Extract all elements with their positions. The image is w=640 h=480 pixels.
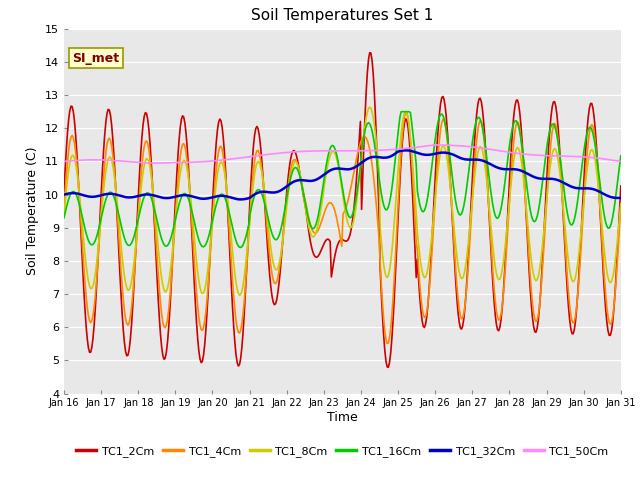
TC1_50Cm xyxy=(472,144,479,150)
TC1_16Cm xyxy=(397,109,405,115)
TC1_16Cm xyxy=(237,245,244,251)
TC1_2Cm xyxy=(60,189,68,194)
Line: TC1_8Cm: TC1_8Cm xyxy=(64,107,621,295)
TC1_50Cm xyxy=(432,142,440,148)
TC1_8Cm xyxy=(234,287,241,292)
TC1_50Cm xyxy=(568,154,576,159)
TC1_32Cm xyxy=(472,156,479,162)
Title: Soil Temperatures Set 1: Soil Temperatures Set 1 xyxy=(252,9,433,24)
TC1_32Cm xyxy=(237,196,244,202)
TC1_32Cm xyxy=(296,177,304,183)
TC1_50Cm xyxy=(399,146,407,152)
TC1_50Cm xyxy=(617,158,625,164)
TC1_2Cm xyxy=(385,364,392,370)
TC1_32Cm xyxy=(373,154,381,160)
TC1_32Cm xyxy=(568,184,576,190)
TC1_8Cm xyxy=(472,165,479,171)
TC1_16Cm xyxy=(617,153,625,159)
TC1_4Cm xyxy=(295,166,303,172)
TC1_4Cm xyxy=(568,318,576,324)
Line: TC1_50Cm: TC1_50Cm xyxy=(64,145,621,163)
TC1_32Cm xyxy=(234,196,241,202)
TC1_32Cm xyxy=(399,148,407,154)
TC1_50Cm xyxy=(60,158,68,164)
TC1_4Cm xyxy=(383,341,391,347)
Y-axis label: Soil Temperature (C): Soil Temperature (C) xyxy=(26,147,40,276)
Line: TC1_4Cm: TC1_4Cm xyxy=(64,112,621,344)
TC1_32Cm xyxy=(60,192,68,197)
TC1_2Cm xyxy=(472,125,479,131)
TC1_2Cm xyxy=(401,120,408,125)
TC1_16Cm xyxy=(60,215,68,221)
TC1_4Cm xyxy=(472,150,479,156)
TC1_16Cm xyxy=(472,121,479,127)
Legend: TC1_2Cm, TC1_4Cm, TC1_8Cm, TC1_16Cm, TC1_32Cm, TC1_50Cm: TC1_2Cm, TC1_4Cm, TC1_8Cm, TC1_16Cm, TC1… xyxy=(72,441,613,461)
TC1_50Cm xyxy=(373,147,381,153)
TC1_16Cm xyxy=(373,157,381,163)
TC1_4Cm xyxy=(60,206,68,212)
TC1_4Cm xyxy=(234,325,241,331)
TC1_8Cm xyxy=(236,292,243,298)
TC1_8Cm xyxy=(617,201,625,206)
TC1_8Cm xyxy=(568,277,576,283)
TC1_8Cm xyxy=(296,171,304,177)
TC1_2Cm xyxy=(366,50,374,56)
Line: TC1_32Cm: TC1_32Cm xyxy=(64,150,621,199)
TC1_2Cm xyxy=(295,164,303,170)
TC1_2Cm xyxy=(617,183,625,189)
TC1_16Cm xyxy=(401,109,408,115)
TC1_8Cm xyxy=(401,110,408,116)
TC1_16Cm xyxy=(568,222,576,228)
TC1_2Cm xyxy=(373,144,381,150)
TC1_16Cm xyxy=(296,174,304,180)
TC1_8Cm xyxy=(374,154,381,160)
TC1_50Cm xyxy=(296,149,304,155)
TC1_4Cm xyxy=(617,203,625,208)
TC1_2Cm xyxy=(234,360,241,366)
TC1_4Cm xyxy=(399,121,407,127)
TC1_32Cm xyxy=(402,147,410,153)
TC1_2Cm xyxy=(568,331,576,336)
TC1_8Cm xyxy=(60,212,68,217)
Text: SI_met: SI_met xyxy=(72,52,120,65)
TC1_16Cm xyxy=(234,241,241,247)
TC1_8Cm xyxy=(366,104,374,110)
Line: TC1_2Cm: TC1_2Cm xyxy=(64,53,621,367)
TC1_32Cm xyxy=(617,195,625,201)
TC1_50Cm xyxy=(234,156,242,161)
TC1_4Cm xyxy=(372,193,380,199)
TC1_4Cm xyxy=(402,109,410,115)
TC1_50Cm xyxy=(153,160,161,166)
X-axis label: Time: Time xyxy=(327,411,358,424)
Line: TC1_16Cm: TC1_16Cm xyxy=(64,112,621,248)
